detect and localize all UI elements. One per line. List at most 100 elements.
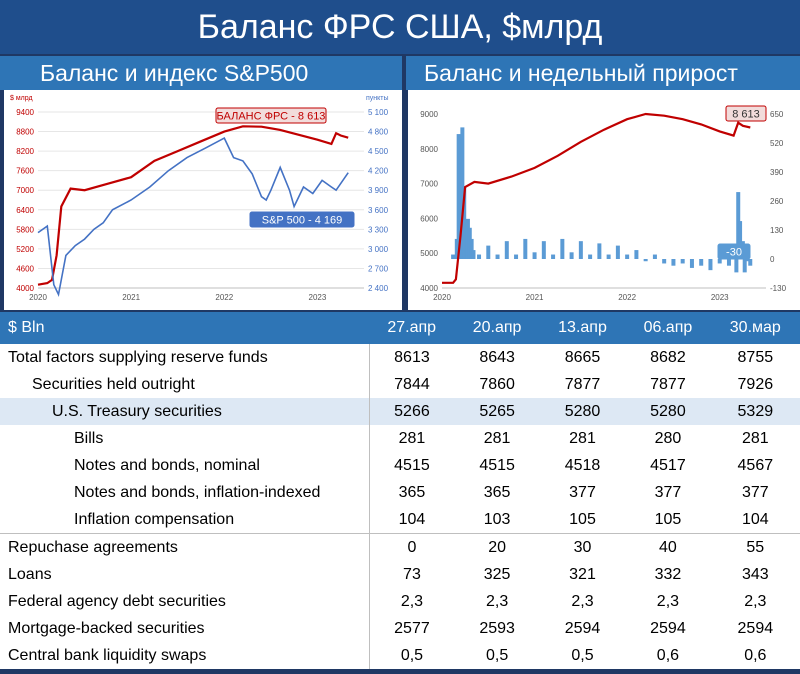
y-left-tick-label: 8200	[16, 147, 34, 156]
row-value: 281	[398, 429, 426, 447]
y-right-tick-label: -130	[770, 284, 787, 293]
y-right-tick-label: 3 300	[368, 225, 389, 234]
balance-table: $ Bln 27.апр 20.апр 13.апр 06.апр 30.мар Tota…	[0, 312, 800, 669]
weekly-change-bar	[469, 238, 474, 259]
x-tick-label: 2023	[711, 293, 729, 302]
y-left-tick-label: 7000	[420, 180, 438, 189]
y-left-tick-label: 7600	[16, 167, 34, 176]
table-row: Notes and bonds, nominal 4515 4515 4518 4517…	[0, 452, 800, 479]
weekly-change-bar	[504, 241, 509, 259]
y-right-tick-label: 390	[770, 168, 784, 177]
y-left-tick-label: 7000	[16, 186, 34, 195]
row-value: 2,3	[744, 592, 767, 610]
table-row: Inflation compensation 104 103 105 105 104	[0, 506, 800, 534]
weekly-annotation-text: -30	[726, 247, 742, 259]
row-value: 7860	[479, 375, 515, 393]
row-label: Central bank liquidity swaps	[0, 642, 370, 669]
y-left-tick-label: 4000	[420, 284, 438, 293]
balance-annotation-right-box	[725, 105, 767, 122]
weekly-change-bar	[634, 250, 639, 259]
weekly-change-bar	[738, 221, 743, 259]
x-tick-label: 2022	[215, 293, 233, 302]
row-value: 20	[454, 533, 540, 561]
table-row: Central bank liquidity swaps 0,5 0,5 0,5 0,6…	[0, 642, 800, 669]
table-header-date: 27.апр	[369, 312, 455, 344]
table-row: Securities held outright 7844 7860 7877 7877…	[0, 371, 800, 398]
row-label: Federal agency debt securities	[0, 588, 370, 615]
weekly-change-bar	[486, 245, 491, 259]
table-row: Loans 73 325 321 332 343	[0, 561, 800, 588]
row-value: 4515	[479, 456, 515, 474]
row-value: 7844	[394, 375, 430, 393]
sp500-annotation: S&P 500 - 4 169	[249, 211, 355, 228]
row-value: 0	[369, 533, 455, 561]
row-value: 30	[539, 533, 626, 561]
weekly-change-bar	[745, 259, 750, 262]
row-value: 377	[654, 483, 682, 501]
row-value: 377	[569, 483, 596, 501]
page-title: Баланс ФРС США, $млрд	[0, 0, 800, 54]
row-value: 2594	[650, 619, 686, 637]
row-value: 0,5	[400, 646, 424, 664]
row-value: 0,6	[656, 646, 680, 664]
balance-annotation-box	[215, 107, 327, 124]
row-label: Notes and bonds, nominal	[0, 452, 370, 479]
row-label: Total factors supplying reserve funds	[0, 344, 370, 371]
sp500-line	[37, 137, 349, 298]
x-tick-label: 2022	[618, 293, 636, 302]
y-right-unit-label: пункты	[366, 95, 389, 102]
balance-sp500-svg: 9400 8800 8200 7600 7000 6400 5800 5200 4600 4000…	[10, 95, 389, 302]
weekly-change-bar	[471, 250, 476, 259]
weekly-annotation: -30	[717, 243, 751, 260]
row-value: 365	[398, 483, 426, 501]
row-value: 2593	[479, 619, 515, 637]
row-value: 2,3	[571, 592, 594, 610]
row-value: 8682	[650, 348, 686, 366]
y-right-tick-label: 3 000	[368, 245, 389, 254]
row-value: 103	[483, 510, 511, 528]
row-label: Repuchase agreements	[0, 533, 370, 561]
weekly-change-bar	[625, 254, 630, 259]
row-label: Loans	[0, 561, 370, 588]
sp500-annotation-box	[249, 211, 355, 228]
row-value: 4517	[650, 456, 686, 474]
row-value: 4567	[737, 456, 774, 474]
row-value: 2,3	[485, 592, 509, 610]
y-right-tick-label: 2 700	[368, 264, 389, 273]
row-value: 0,5	[571, 646, 594, 664]
table-header-date: 30.мар	[710, 312, 800, 344]
row-value: 5280	[625, 398, 711, 425]
balance-weekly-chart: 9000 8000 7000 6000 5000 4000 650 520 390 260 130 0…	[408, 90, 800, 310]
y-left-tick-label: 4600	[16, 264, 34, 273]
weekly-change-bar	[532, 252, 537, 259]
row-label: Notes and bonds, inflation-indexed	[0, 479, 370, 506]
x-tick-label: 2020	[29, 293, 47, 302]
balance-annotation-right-text: 8 613	[732, 109, 760, 121]
y-left-tick-label: 5200	[16, 245, 34, 254]
table-header-date: 06.апр	[625, 312, 711, 344]
row-value: 0,5	[485, 646, 509, 664]
x-tick-label: 2020	[433, 293, 451, 302]
balance-annotation-text: БАЛАНС ФРС - 8 613	[217, 111, 326, 123]
row-value: 105	[569, 510, 596, 528]
row-value: 4515	[394, 456, 430, 474]
weekly-change-bar	[514, 254, 519, 259]
row-value: 2,3	[400, 592, 424, 610]
y-right-tick-label: 5 100	[368, 108, 389, 117]
row-value: 377	[741, 483, 769, 501]
weekly-change-bar	[615, 245, 620, 259]
row-value: 7877	[650, 375, 686, 393]
y-left-tick-label: 5000	[420, 249, 438, 258]
balance-sp500-chart: 9400 8800 8200 7600 7000 6400 5800 5200 4600 4000…	[4, 90, 402, 310]
y-left-tick-label: 6000	[420, 214, 438, 223]
weekly-change-bar	[734, 259, 739, 273]
row-value: 281	[483, 429, 511, 447]
row-value: 332	[654, 565, 682, 583]
y-right-tick-label: 4 200	[368, 167, 389, 176]
y-left-tick-label: 9000	[420, 110, 438, 119]
row-label: Mortgage-backed securities	[0, 615, 370, 642]
y-left-tick-label: 5800	[16, 225, 34, 234]
row-value: 5280	[539, 398, 626, 425]
row-value: 5265	[454, 398, 540, 425]
row-label: Bills	[0, 425, 370, 452]
